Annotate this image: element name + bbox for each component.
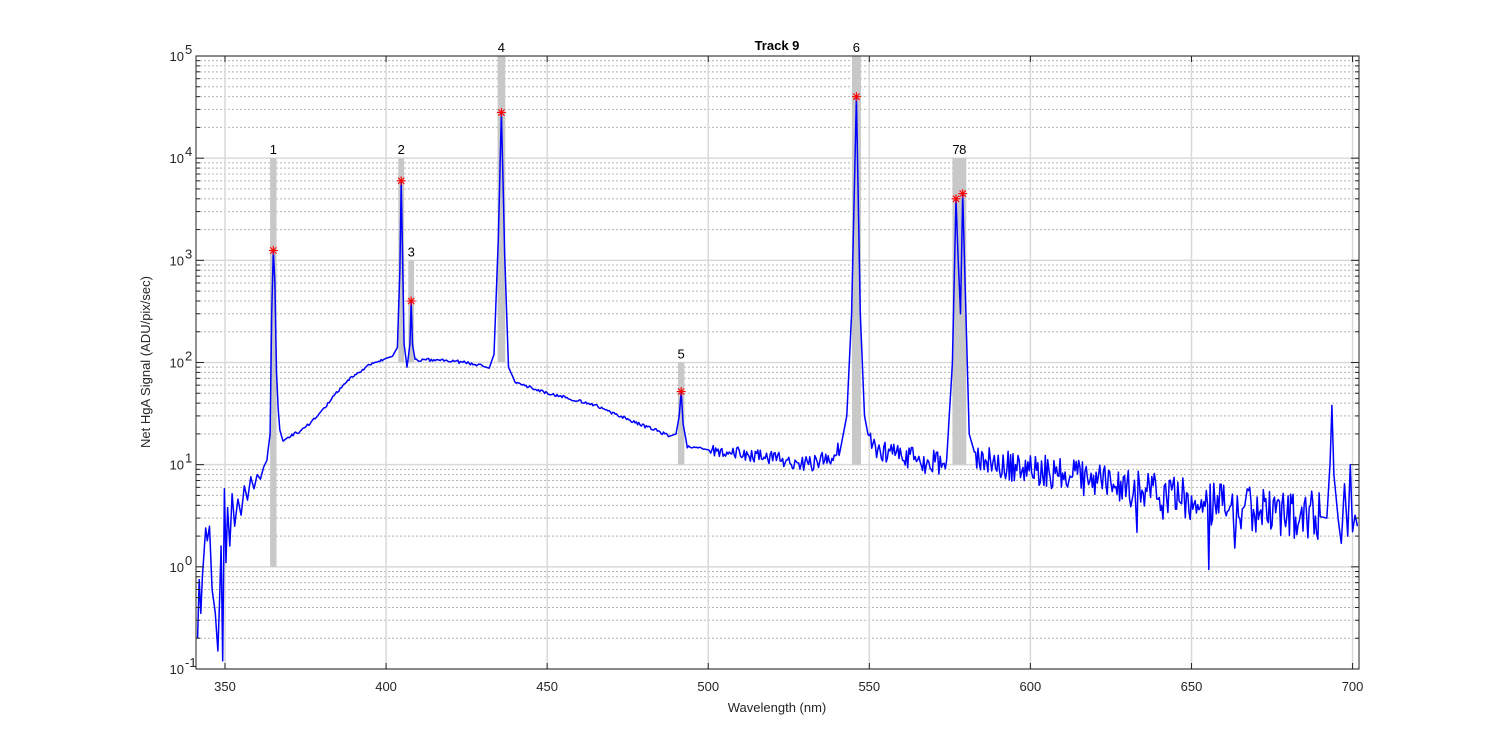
x-tick-label: 700 <box>1342 679 1364 694</box>
peak-marker-4 <box>496 107 506 117</box>
y-axis-label: Net HgA Signal (ADU/pix/sec) <box>138 276 153 448</box>
x-tick-label: 450 <box>536 679 558 694</box>
peak-marker-7 <box>951 194 961 204</box>
peak-marker-8 <box>958 189 968 199</box>
x-tick-labels: 350 400 450 500 550 600 650 700 <box>214 679 1363 694</box>
y-tick-exponent: -1 <box>185 655 197 670</box>
y-tick-exponent: 2 <box>185 349 192 364</box>
marker-stroke <box>852 93 860 101</box>
peak-band-6 <box>851 56 861 465</box>
marker-stroke <box>959 190 967 198</box>
marker-stroke <box>677 387 685 396</box>
chart-title: Track 9 <box>755 38 800 53</box>
marker-stroke <box>397 177 405 185</box>
peak-labels: 1 2 3 4 5 6 7 8 <box>270 40 967 362</box>
y-tick-label: 10 <box>170 662 184 677</box>
x-axis-label: Wavelength (nm) <box>728 700 827 715</box>
y-tick-exponent: 3 <box>185 246 192 261</box>
peak-label-6: 6 <box>853 40 860 55</box>
y-tick-exponent: 5 <box>185 42 192 57</box>
peak-label-8: 8 <box>959 142 966 157</box>
peak-label-3: 3 <box>408 244 415 259</box>
peak-band-1 <box>270 158 277 567</box>
x-tick-label: 500 <box>697 679 719 694</box>
axis-ticks <box>196 55 1359 670</box>
y-tick-label: 10 <box>170 49 184 64</box>
y-tick-exponent: 1 <box>185 451 192 466</box>
x-tick-label: 400 <box>375 679 397 694</box>
y-tick-exponent: 0 <box>185 553 192 568</box>
peak-label-2: 2 <box>398 142 405 157</box>
peak-label-7: 7 <box>952 142 959 157</box>
peak-marker-2 <box>396 176 406 186</box>
y-tick-label: 10 <box>170 151 184 166</box>
marker-stroke <box>269 246 277 254</box>
peak-band-2 <box>398 158 405 363</box>
peak-marker-5 <box>676 387 686 397</box>
peak-marker-3 <box>406 296 416 306</box>
y-tick-label: 10 <box>170 253 184 268</box>
peak-label-1: 1 <box>270 142 277 157</box>
y-tick-label: 10 <box>170 458 184 473</box>
x-tick-label: 650 <box>1181 679 1203 694</box>
peak-band-8 <box>959 158 967 465</box>
marker-stroke <box>952 195 960 203</box>
peak-label-5: 5 <box>678 347 685 362</box>
x-tick-label: 550 <box>858 679 880 694</box>
peak-marker-1 <box>268 245 278 255</box>
y-tick-label: 10 <box>170 356 184 371</box>
y-tick-exponent: 4 <box>185 144 192 159</box>
peak-markers <box>268 92 968 397</box>
peak-label-4: 4 <box>498 40 505 55</box>
y-tick-label: 10 <box>170 560 184 575</box>
peak-band-7 <box>952 158 960 465</box>
peak-band-5 <box>677 362 685 465</box>
marker-stroke <box>497 108 505 117</box>
peak-marker-6 <box>851 92 861 102</box>
signal-series-line <box>196 95 1359 662</box>
peak-band-4 <box>497 56 506 363</box>
minor-grid <box>196 60 1359 639</box>
x-tick-label: 600 <box>1020 679 1042 694</box>
x-tick-label: 350 <box>214 679 236 694</box>
marker-stroke <box>407 297 415 305</box>
